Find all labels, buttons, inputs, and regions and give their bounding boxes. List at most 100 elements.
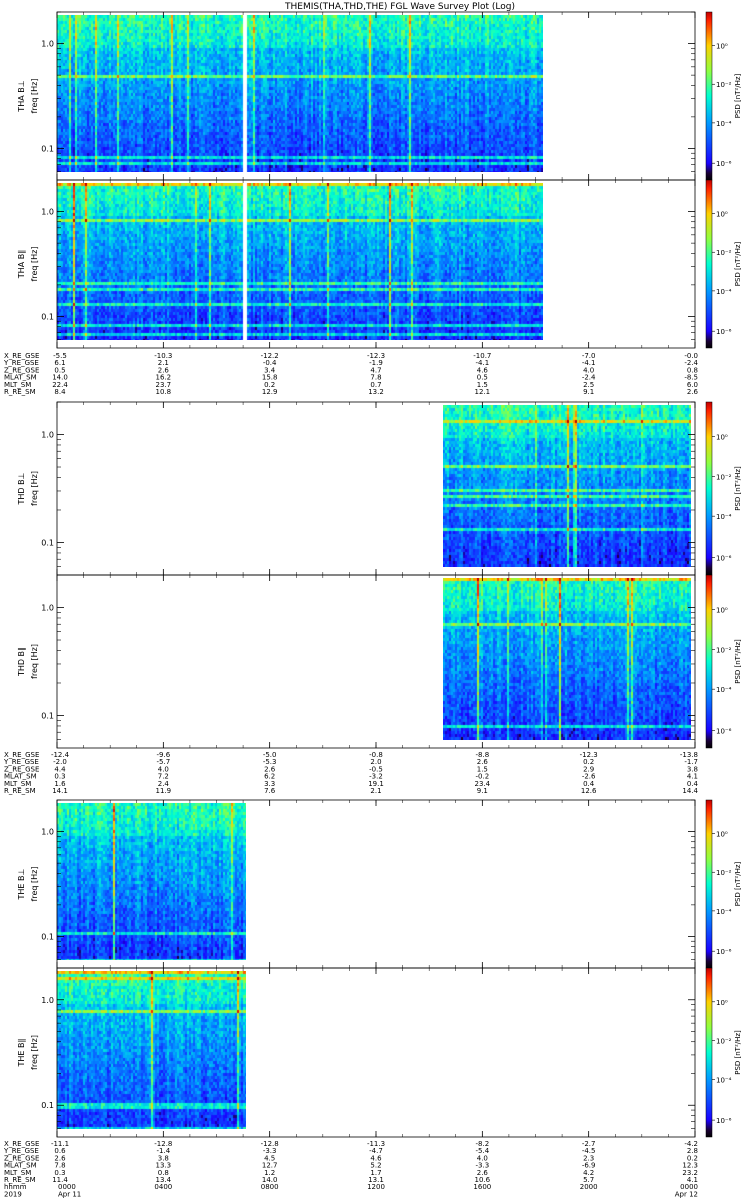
ephemeris-value: -6.9: [582, 1162, 596, 1170]
colorbar-tick-label: 10⁻⁴: [716, 120, 732, 128]
ephemeris-table: X_RE_GSE -5.5 -10.3 -12.2 -12.3 -10.7 -7.0 -0.0…: [3, 352, 699, 396]
y-axis-label: freq [Hz]: [30, 247, 39, 282]
ephemeris-value: 15.8: [262, 374, 278, 382]
ephemeris-value: -4.7: [369, 1147, 383, 1155]
ephemeris-value: -4.2: [684, 1140, 698, 1148]
y-tick-label: 0.1: [41, 312, 54, 321]
ephemeris-value: 1.5: [477, 765, 488, 773]
ephemeris-value: 9.1: [477, 787, 488, 795]
colorbar-tick-label: 10⁻⁴: [716, 908, 732, 916]
ephemeris-value: -10.7: [473, 352, 491, 360]
ephemeris-value: 4.4: [54, 765, 66, 773]
ephemeris-value: -0.2: [475, 773, 489, 781]
ephemeris-value: 6.2: [264, 773, 275, 781]
ephemeris-value: 2.0: [370, 758, 381, 766]
ephemeris-value: -2.4: [684, 359, 698, 367]
ephemeris-row-label: Z_RE_GSE: [4, 1154, 39, 1162]
ephemeris-value: 2.1: [370, 787, 381, 795]
colorbar-tick-label: 10⁻⁶: [716, 328, 732, 336]
ephemeris-row-label: Y_RE_GSE: [3, 758, 39, 766]
ephemeris-value: -8.2: [475, 1140, 489, 1148]
colorbar-tick-label: 10⁰: [716, 211, 728, 219]
y-axis-label: freq [Hz]: [30, 79, 39, 114]
colorbar: [705, 799, 713, 969]
ephemeris-value: 4.1: [687, 1176, 698, 1184]
colorbar-tick-label: 10⁻⁶: [716, 160, 732, 168]
y-tick-label: 0.1: [41, 932, 54, 941]
colorbar-tick-label: 10⁰: [716, 434, 728, 442]
ephemeris-value: 6.1: [54, 359, 65, 367]
ephemeris-row-label: R_RE_SM: [4, 388, 36, 396]
ephemeris-value: -2.4: [582, 374, 596, 382]
y-tick-label: 0.1: [41, 711, 54, 720]
y-tick-label: 1.0: [41, 604, 54, 613]
panel-label: THA B⊥: [17, 80, 26, 112]
ephemeris-value: -10.3: [154, 352, 172, 360]
ephemeris-value: 23.2: [682, 1169, 698, 1177]
ephemeris-value: 0.2: [264, 381, 275, 389]
ephemeris-row-label: R_RE_SM: [4, 1176, 36, 1184]
ephemeris-row-label: MLT_SM: [4, 780, 31, 788]
ephemeris-value: -4.1: [475, 359, 489, 367]
colorbar-label: PSD [nT²/Hz]: [734, 241, 742, 286]
ephemeris-value: 12.9: [262, 388, 278, 396]
ephemeris-value: 0.6: [54, 1147, 66, 1155]
ephemeris-value: 0.4: [687, 780, 699, 788]
spectrogram-panels: 1.0 0.1 THA B⊥ freq [Hz] 10⁰ 10⁻² 10⁻⁴ 10⁻⁶ PSD …: [17, 11, 742, 1138]
ephemeris-row-label: X_RE_GSE: [4, 751, 39, 759]
colorbar-tick-label: 10⁻²: [716, 81, 732, 89]
y-tick-label: 1.0: [41, 431, 54, 440]
ephemeris-value: 10.6: [475, 1176, 491, 1184]
hhmm-label: hhmm: [4, 1183, 27, 1191]
ephemeris-value: 0.3: [54, 773, 65, 781]
colorbar-tick-label: 10⁻²: [716, 869, 732, 877]
x-tick-label: 0800: [261, 1183, 279, 1191]
colorbar: [705, 967, 713, 1138]
y-tick-label: 0.1: [41, 1101, 54, 1110]
spectrogram-image: [57, 15, 543, 172]
ephemeris-value: 12.1: [475, 388, 491, 396]
spectrogram-image: [57, 803, 246, 960]
spectrogram-panel: 1.0 0.1 THA B⊥ freq [Hz] 10⁰ 10⁻² 10⁻⁴ 10⁻⁶ PSD …: [17, 11, 742, 181]
ephemeris-value: 7.6: [264, 787, 276, 795]
ephemeris-value: 4.1: [687, 773, 698, 781]
x-tick-label: 0000: [680, 1183, 698, 1191]
colorbar-tick-label: 10⁻⁴: [716, 686, 732, 694]
ephemeris-value: 0.7: [370, 381, 381, 389]
ephemeris-value: 4.0: [583, 366, 594, 374]
colorbar-label: PSD [nT²/Hz]: [734, 466, 742, 511]
ephemeris-value: 13.4: [156, 1176, 172, 1184]
ephemeris-value: 14.0: [52, 374, 68, 382]
ephemeris-value: 16.2: [156, 374, 172, 382]
panel-label: THD B⊥: [17, 472, 26, 505]
ephemeris-value: -9.6: [156, 751, 170, 759]
year-label: 2019: [4, 1190, 22, 1198]
colorbar-tick-label: 10⁻²: [716, 473, 732, 481]
ephemeris-value: 2.1: [158, 359, 169, 367]
ephemeris-value: 0.5: [54, 366, 65, 374]
ephemeris-value: 0.2: [583, 758, 594, 766]
colorbar-label: PSD [nT²/Hz]: [734, 73, 742, 118]
ephemeris-row-label: MLAT_SM: [4, 374, 37, 382]
ephemeris-value: -11.3: [367, 1140, 385, 1148]
ephemeris-value: 0.2: [687, 1154, 698, 1162]
colorbar-tick-label: 10⁻⁶: [716, 1117, 732, 1125]
ephemeris-value: -0.5: [369, 765, 383, 773]
colorbar: [705, 179, 713, 349]
ephemeris-value: -3.2: [369, 773, 383, 781]
ephemeris-row-label: X_RE_GSE: [4, 1140, 39, 1148]
ephemeris-value: 14.0: [262, 1176, 278, 1184]
ephemeris-row-label: X_RE_GSE: [4, 352, 39, 360]
spectrogram-panel: 1.0 0.1 THD B∥ freq [Hz] 10⁰ 10⁻² 10⁻⁴ 10⁻⁶ PSD …: [17, 574, 742, 749]
x-tick-label: 2000: [580, 1183, 598, 1191]
ephemeris-value: 2.5: [583, 381, 594, 389]
panel-label: THA B∥: [17, 250, 26, 279]
y-tick-label: 0.1: [41, 144, 54, 153]
colorbar-tick-label: 10⁻⁶: [716, 555, 732, 563]
ephemeris-value: -12.3: [580, 751, 598, 759]
spectrogram-panel: 1.0 0.1 THD B⊥ freq [Hz] 10⁰ 10⁻² 10⁻⁴ 10⁻⁶ PSD …: [17, 401, 742, 576]
panel-label: THE B⊥: [17, 868, 26, 900]
ephemeris-value: 1.6: [54, 780, 66, 788]
ephemeris-row-label: R_RE_SM: [4, 787, 36, 795]
ephemeris-value: 22.4: [52, 381, 68, 389]
